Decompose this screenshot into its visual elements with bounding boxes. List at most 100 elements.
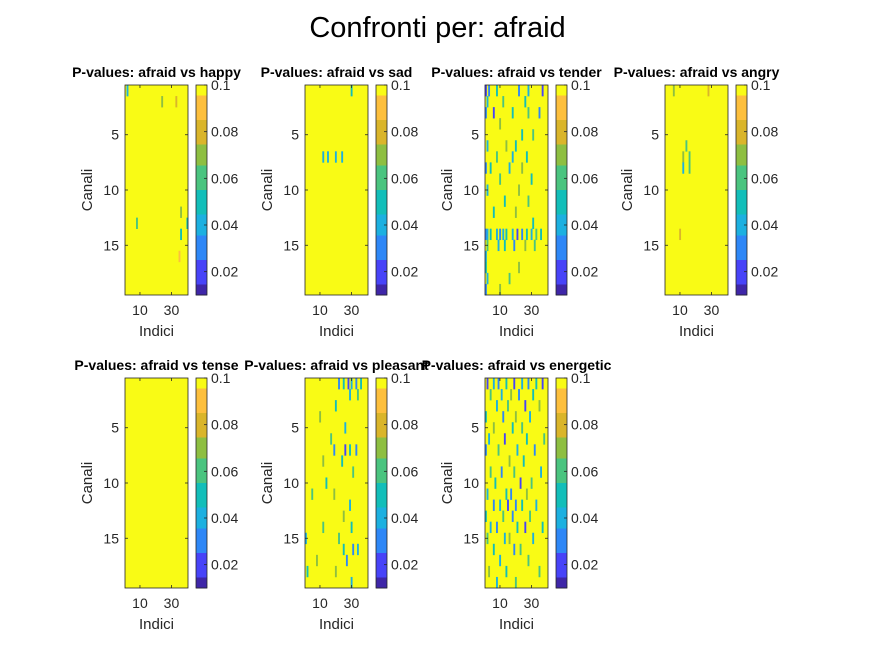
- subplot-3: 5 10 15 10 30 Indici Canali P-values: afraid vs…: [431, 64, 602, 340]
- subplot-1: 5 10 15 10 30 Indici Canali P-values: afraid vs…: [72, 64, 241, 340]
- colorbar-segment: [376, 137, 387, 142]
- heatmap-cell: [496, 521, 498, 534]
- heatmap-cell: [485, 228, 487, 241]
- colorbar-segment: [196, 521, 207, 526]
- colorbar-segment: [556, 281, 567, 285]
- ytick-label: 5: [651, 127, 659, 143]
- heatmap-cell: [496, 151, 498, 163]
- colorbar-frame: [735, 84, 748, 296]
- heatmap-cell: [488, 565, 491, 578]
- ytick-label: 10: [643, 182, 659, 198]
- colorbar-segment: [556, 165, 567, 170]
- colorbar-segment: [376, 148, 387, 152]
- colorbar-segment: [556, 267, 567, 271]
- colorbar-segment: [376, 409, 387, 414]
- colorbar-segment: [556, 246, 567, 250]
- colorbar-segment: [556, 134, 567, 138]
- colorbar-segment: [736, 218, 747, 222]
- colorbar-segment: [736, 291, 747, 296]
- colorbar-segment: [736, 242, 747, 247]
- colorbar-segment: [556, 179, 567, 184]
- heatmap-cell: [492, 499, 495, 511]
- subplot-6: 5 10 15 10 30 Indici Canali P-values: afraid vs…: [244, 357, 429, 633]
- colorbar-segment: [556, 423, 567, 428]
- heatmap-cell: [486, 378, 489, 390]
- heatmap-cell: [488, 85, 491, 97]
- heatmap-cell: [485, 411, 487, 423]
- colorbar-segment: [736, 137, 747, 142]
- heatmap-cell: [511, 422, 514, 434]
- heatmap-cell: [521, 162, 524, 174]
- colorbar-segment: [376, 225, 387, 229]
- colorbar-segment: [196, 228, 207, 233]
- colorbar-tick-label: 0.02: [211, 557, 238, 573]
- colorbar-segment: [556, 507, 567, 512]
- colorbar-tick-label: 0.04: [211, 217, 238, 233]
- heatmap-cell: [500, 466, 503, 478]
- colorbar-segment: [376, 256, 387, 261]
- heatmap-cell: [516, 521, 519, 534]
- heatmap-background: [665, 85, 728, 295]
- colorbar-segment: [376, 176, 387, 180]
- colorbar-segment: [196, 99, 207, 103]
- heatmap-cell: [514, 140, 517, 152]
- colorbar-segment: [376, 472, 387, 477]
- colorbar-segment: [376, 85, 387, 89]
- colorbar-segment: [196, 444, 207, 449]
- heatmap-cell: [492, 206, 495, 218]
- colorbar-segment: [196, 235, 207, 240]
- colorbar-segment: [196, 577, 207, 582]
- colorbar-segment: [196, 232, 207, 236]
- colorbar-segment: [376, 197, 387, 201]
- heatmap-cell: [486, 272, 489, 285]
- colorbar-segment: [376, 462, 387, 466]
- heatmap-cell: [180, 206, 182, 218]
- heatmap-cell: [496, 400, 498, 412]
- colorbar-segment: [376, 169, 387, 173]
- colorbar-segment: [736, 179, 747, 184]
- colorbar-segment: [376, 95, 387, 100]
- colorbar-segment: [376, 406, 387, 410]
- heatmap-cell: [485, 510, 487, 522]
- colorbar-segment: [556, 444, 567, 449]
- heatmap-cell: [350, 576, 353, 589]
- y-axis-label: Canali: [259, 462, 276, 505]
- colorbar-segment: [556, 584, 567, 589]
- colorbar-segment: [556, 539, 567, 543]
- colorbar-segment: [376, 469, 387, 473]
- colorbar-segment: [196, 116, 207, 121]
- colorbar-segment: [196, 183, 207, 187]
- colorbar-segment: [376, 535, 387, 540]
- colorbar-segment: [196, 448, 207, 452]
- x-axis-label: Indici: [499, 323, 534, 340]
- colorbar-segment: [196, 141, 207, 145]
- colorbar-segment: [556, 388, 567, 393]
- colorbar-segment: [376, 490, 387, 494]
- heatmap-cell: [513, 239, 516, 252]
- ytick-label: 10: [283, 475, 299, 491]
- ytick-label: 5: [291, 127, 299, 143]
- heatmap-cell: [502, 411, 505, 423]
- heatmap-cell: [688, 162, 691, 174]
- colorbar-tick-label: 0.08: [391, 417, 418, 433]
- subplot-title: P-values: afraid vs tense: [74, 357, 238, 373]
- x-axis-label: Indici: [319, 616, 354, 633]
- colorbar-segment: [556, 158, 567, 163]
- xtick-label: 10: [132, 595, 148, 611]
- colorbar-segment: [376, 207, 387, 212]
- colorbar-segment: [196, 218, 207, 222]
- heatmap-cell: [319, 411, 322, 423]
- colorbar-segment: [196, 486, 207, 491]
- colorbar-segment: [376, 200, 387, 205]
- x-axis-label: Indici: [679, 323, 714, 340]
- colorbar-segment: [376, 420, 387, 424]
- colorbar-segment: [736, 158, 747, 163]
- colorbar-segment: [556, 116, 567, 121]
- heatmap-cell: [485, 283, 487, 296]
- colorbar-segment: [556, 500, 567, 505]
- colorbar-segment: [376, 284, 387, 289]
- colorbar-segment: [376, 448, 387, 452]
- colorbar-segment: [196, 437, 207, 442]
- heatmap-cell: [535, 499, 538, 511]
